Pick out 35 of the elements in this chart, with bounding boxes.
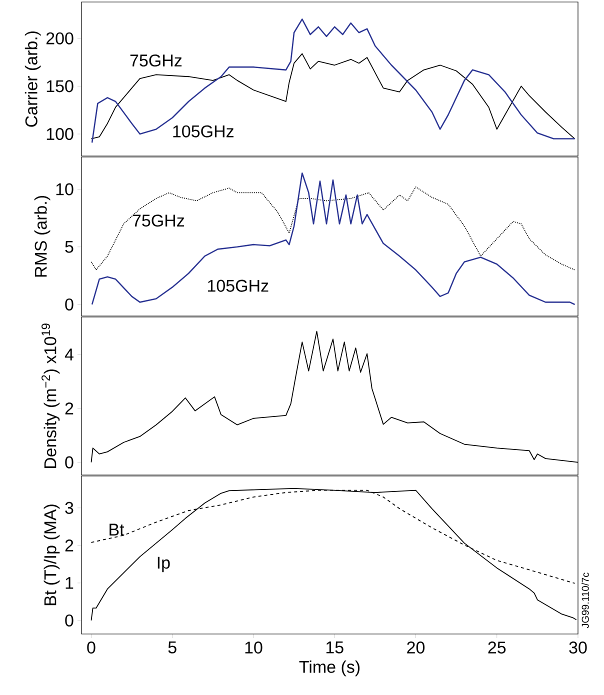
series-label: 105GHz bbox=[208, 280, 268, 292]
series-label: 75GHz bbox=[130, 54, 182, 67]
x-tick-label: 25 bbox=[488, 642, 506, 654]
y-axis-title: Carrier (arb.) bbox=[24, 31, 41, 127]
x-tick-label: 10 bbox=[245, 642, 262, 654]
y-axis-title: Bt (T)/Ip (MA) bbox=[44, 504, 60, 606]
y-tick-label: 2 bbox=[65, 402, 74, 414]
x-tick-label: 0 bbox=[87, 642, 96, 654]
y-tick-label: 4 bbox=[64, 348, 74, 360]
y-tick-label: 200 bbox=[46, 32, 74, 44]
text: JG99.110/7c bbox=[582, 572, 589, 628]
x-axis-title: Time (s) bbox=[299, 660, 360, 676]
y-tick-label: 0 bbox=[65, 298, 74, 311]
line-series bbox=[91, 18, 576, 144]
y-tick-label: 3 bbox=[65, 502, 74, 514]
x-tick-label: 30 bbox=[569, 642, 587, 654]
y-tick-label: 150 bbox=[46, 80, 74, 92]
y-tick-label: 0 bbox=[65, 456, 74, 468]
line-series bbox=[91, 172, 576, 306]
y-axis-title: Density (m$^{−2}$) x10$^{19}$ bbox=[42, 324, 60, 468]
x-tick-label: 20 bbox=[407, 642, 425, 654]
y-tick-label: 2 bbox=[65, 539, 74, 552]
y-tick-label: 10 bbox=[56, 183, 74, 196]
y-axis-title: RMS (arb.) bbox=[34, 196, 50, 277]
line-series bbox=[90, 186, 576, 270]
y-tick-label: 100 bbox=[46, 128, 74, 140]
y-tick-label: 0 bbox=[65, 614, 74, 627]
y-tick-label: 5 bbox=[65, 240, 74, 253]
x-tick-label: 15 bbox=[326, 642, 344, 654]
y-tick-label: 1 bbox=[66, 577, 74, 589]
series-label: Ip bbox=[158, 556, 170, 572]
series-label: Bt bbox=[110, 524, 124, 536]
series-label: 75GHz bbox=[132, 214, 184, 227]
x-tick-label: 5 bbox=[168, 642, 176, 654]
series-label: 105GHz bbox=[173, 125, 234, 138]
